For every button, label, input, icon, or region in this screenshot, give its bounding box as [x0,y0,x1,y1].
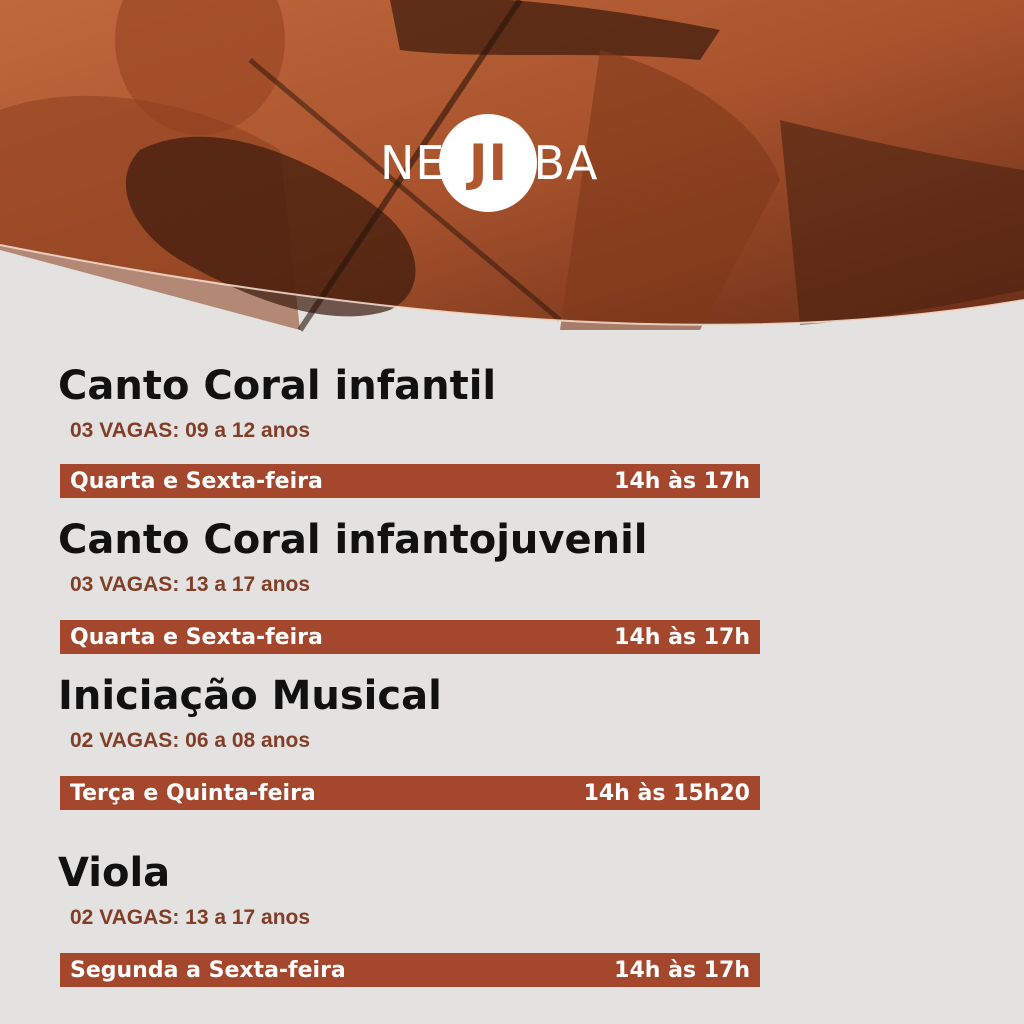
header-photo [0,0,1024,332]
logo-text-right: BA [533,136,599,190]
schedule-bar: Quarta e Sexta-feira 14h às 17h [60,620,760,654]
course-title: Canto Coral infantojuvenil [58,517,648,563]
course-title: Canto Coral infantil [58,363,497,409]
schedule-bar: Segunda a Sexta-feira 14h às 17h [60,953,760,987]
course-iniciacao-musical: Iniciação Musical 02 VAGAS: 06 a 08 anos… [56,673,766,810]
schedule-hours: 14h às 17h [614,624,750,650]
course-canto-coral-infantojuvenil: Canto Coral infantojuvenil 03 VAGAS: 13 … [56,517,766,654]
schedule-days: Terça e Quinta-feira [70,780,316,806]
course-viola: Viola 02 VAGAS: 13 a 17 anos Segunda a S… [56,850,766,987]
schedule-hours: 14h às 17h [614,468,750,494]
header-banner: NE JI BA [0,0,1024,340]
schedule-hours: 14h às 17h [614,957,750,983]
course-canto-coral-infantil: Canto Coral infantil 03 VAGAS: 09 a 12 a… [56,363,766,498]
schedule-hours: 14h às 15h20 [583,780,750,806]
neojiba-logo: NE JI BA [380,108,599,218]
course-vagas: 02 VAGAS: 13 a 17 anos [70,906,311,929]
course-vagas: 03 VAGAS: 09 a 12 anos [70,419,311,442]
course-vagas: 03 VAGAS: 13 a 17 anos [70,573,311,596]
schedule-days: Quarta e Sexta-feira [70,624,323,650]
schedule-bar: Quarta e Sexta-feira 14h às 17h [60,464,760,498]
schedule-days: Quarta e Sexta-feira [70,468,323,494]
logo-text-left: NE [380,136,446,190]
schedule-bar: Terça e Quinta-feira 14h às 15h20 [60,776,760,810]
course-title: Iniciação Musical [58,673,442,719]
logo-circle: JI [439,114,538,212]
schedule-days: Segunda a Sexta-feira [70,957,346,983]
course-vagas: 02 VAGAS: 06 a 08 anos [70,729,311,752]
course-title: Viola [58,850,171,896]
